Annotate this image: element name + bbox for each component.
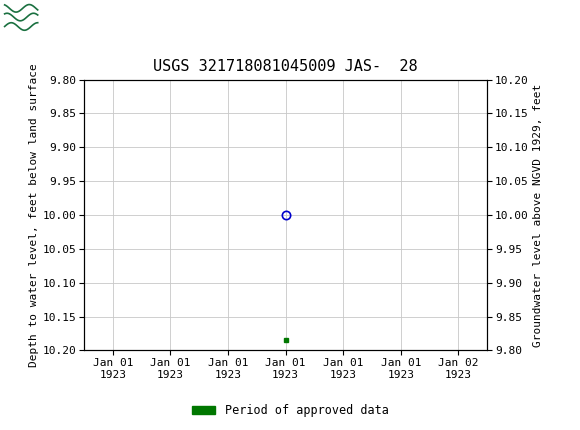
Y-axis label: Depth to water level, feet below land surface: Depth to water level, feet below land su… (28, 63, 38, 367)
Y-axis label: Groundwater level above NGVD 1929, feet: Groundwater level above NGVD 1929, feet (533, 83, 543, 347)
Title: USGS 321718081045009 JAS-  28: USGS 321718081045009 JAS- 28 (153, 59, 418, 74)
Legend: Period of approved data: Period of approved data (187, 399, 393, 422)
Bar (3, 3, 78, 35)
Text: USGS: USGS (44, 10, 99, 28)
